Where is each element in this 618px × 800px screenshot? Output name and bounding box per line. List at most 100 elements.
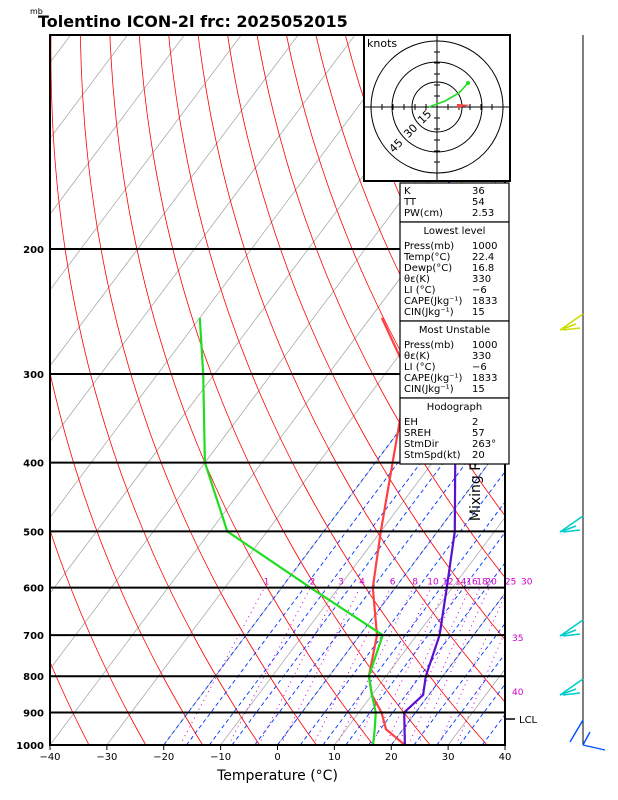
isotherm-line	[0, 35, 14, 745]
mixing-ratio-line	[228, 587, 311, 745]
wind-barb	[559, 678, 584, 696]
index-key: StmDir	[404, 439, 439, 450]
isotherm-line	[50, 35, 356, 443]
dry-adiabat	[50, 528, 147, 745]
index-key: LI (°C)	[404, 362, 436, 373]
x-tick-label: 20	[385, 752, 398, 763]
index-key: CAPE(Jkg⁻¹)	[404, 373, 462, 384]
pressure-tick-label: 800	[23, 672, 44, 683]
moist-adiabat	[459, 683, 505, 745]
wind-barb	[559, 515, 584, 533]
moist-adiabat	[299, 470, 505, 745]
index-value: 57	[472, 428, 485, 439]
moist-adiabat	[390, 592, 505, 745]
index-value: 22.4	[472, 252, 494, 263]
lcl-label: LCL	[519, 715, 538, 726]
wind-barb	[559, 688, 577, 696]
wind-barb	[562, 529, 581, 533]
surface-wind-barb	[569, 719, 584, 743]
index-value: −6	[472, 362, 487, 373]
wind-barb	[559, 323, 577, 331]
index-key: θε(K)	[404, 274, 430, 285]
index-value: 2	[472, 417, 478, 428]
pressure-tick-label: 500	[23, 527, 44, 538]
isotherm-line	[50, 35, 128, 139]
mixing-ratio-label: 25	[505, 578, 516, 588]
mixing-ratio-line	[455, 630, 505, 745]
hodograph-label: knots	[367, 37, 398, 50]
indices-top-box	[399, 182, 510, 223]
index-key: CIN(Jkg⁻¹)	[404, 384, 454, 395]
index-key: Dewp(°C)	[404, 263, 452, 274]
x-tick-label: −40	[39, 752, 60, 763]
wind-barb	[559, 525, 577, 533]
index-key: LI (°C)	[404, 285, 436, 296]
hodograph-point	[466, 81, 470, 85]
dry-adiabat	[581, 35, 618, 745]
dry-adiabat	[80, 35, 317, 745]
index-value: 1833	[472, 296, 497, 307]
mixing-ratio-line	[397, 587, 471, 745]
index-value: 330	[472, 274, 491, 285]
index-key: EH	[404, 417, 418, 428]
storm-motion-arrow	[457, 104, 471, 108]
index-value: 54	[472, 197, 485, 208]
index-value: 16.8	[472, 263, 494, 274]
dry-adiabat	[522, 35, 618, 745]
index-key: TT	[403, 197, 417, 208]
mixing-ratio-label: 14	[455, 578, 467, 588]
theta-label: 35	[512, 634, 523, 644]
isotherm-line	[334, 516, 505, 745]
moist-adiabat	[254, 410, 505, 745]
dry-adiabat	[610, 35, 618, 745]
dry-adiabat	[50, 660, 90, 745]
index-value: 2.53	[472, 208, 494, 219]
moist-adiabat	[504, 744, 505, 745]
wind-barb	[559, 629, 577, 637]
moist-adiabat	[277, 440, 505, 745]
dry-adiabat	[227, 35, 505, 641]
moist-adiabat	[413, 622, 505, 745]
index-value: 330	[472, 351, 491, 362]
hodograph-box	[399, 397, 510, 465]
isotherm-line	[50, 35, 185, 215]
isotherm-line	[50, 35, 413, 519]
x-axis-title: Temperature (°C)	[216, 768, 338, 784]
index-key: Press(mb)	[404, 340, 454, 351]
pressure-unit: mb	[30, 7, 43, 16]
mixing-ratio-line	[438, 594, 505, 745]
index-value: 1833	[472, 373, 497, 384]
pressure-tick-label: 400	[23, 459, 44, 470]
index-value: 36	[472, 186, 485, 197]
index-key: K	[404, 186, 411, 197]
mixing-ratio-label: 4	[359, 578, 365, 588]
moist-adiabat	[368, 562, 505, 745]
isotherm-line	[50, 35, 242, 291]
mixing-ratio-label: 2	[310, 578, 316, 588]
pressure-tick-label: 600	[23, 584, 44, 595]
x-tick-label: 10	[328, 752, 341, 763]
dry-adiabat	[109, 35, 374, 745]
index-value: 15	[472, 384, 485, 395]
x-tick-label: 30	[442, 752, 455, 763]
pressure-tick-label: 900	[23, 709, 44, 720]
x-tick-label: 40	[499, 752, 512, 763]
index-key: CAPE(Jkg⁻¹)	[404, 296, 462, 307]
surface-wind-barb	[582, 744, 606, 751]
pressure-tick-label: 700	[23, 631, 44, 642]
wind-barb	[559, 313, 584, 331]
moist-adiabat	[322, 501, 505, 745]
wind-barb	[562, 633, 581, 637]
dry-adiabat	[50, 370, 204, 745]
pressure-tick-label: 200	[23, 245, 44, 256]
index-value: −6	[472, 285, 487, 296]
dry-adiabat	[551, 35, 618, 745]
x-tick-label: −30	[96, 752, 117, 763]
wind-barb	[562, 692, 581, 696]
mixing-ratio-label: 12	[442, 578, 453, 588]
mixing-ratio-label: 20	[485, 578, 497, 588]
hodograph-box-title: Hodograph	[427, 402, 482, 413]
lowest-level-box	[399, 221, 510, 322]
pressure-tick-label: 300	[23, 370, 44, 381]
index-value: 15	[472, 307, 485, 318]
